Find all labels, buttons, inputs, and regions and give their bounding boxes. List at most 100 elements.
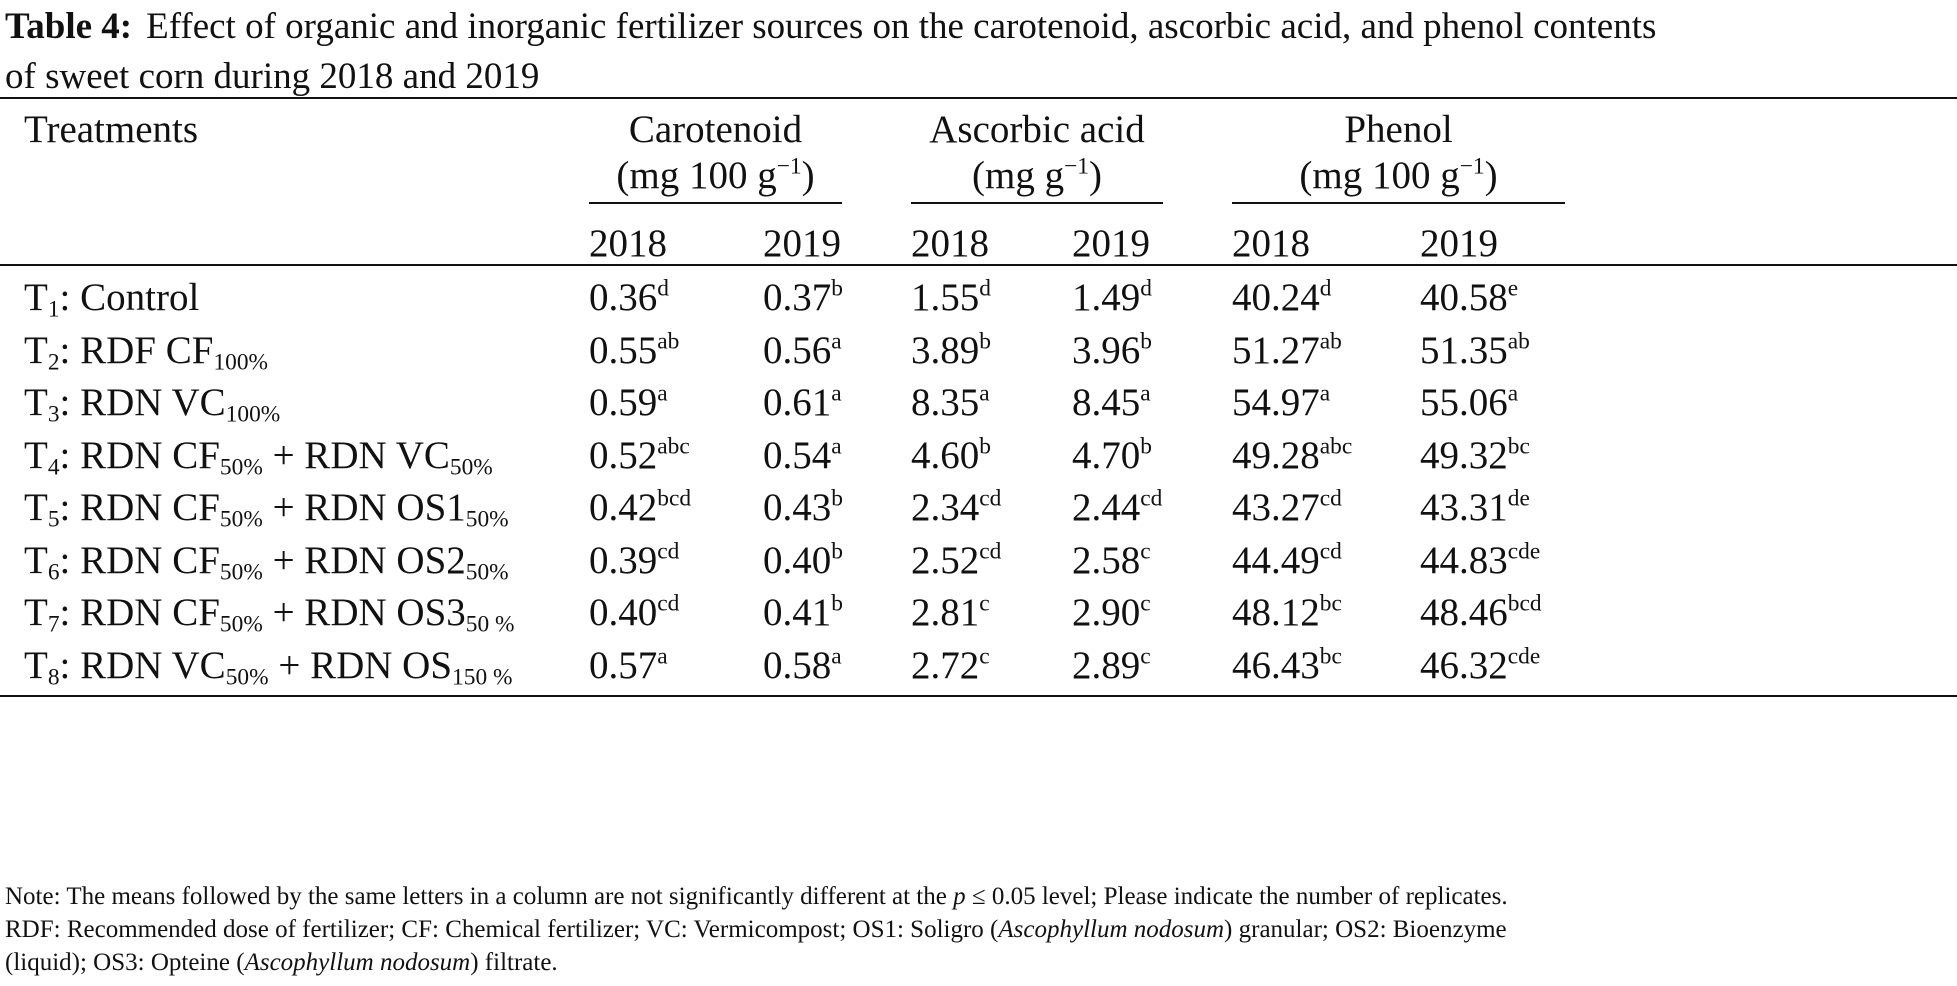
cell-value: 0.57: [589, 643, 658, 687]
year-header: 2019: [1072, 222, 1150, 265]
treatment-part: + RDN OS: [268, 643, 453, 687]
cell-value: 54.97: [1232, 381, 1320, 424]
header-rule: [0, 264, 1957, 266]
year-header: 2018: [589, 222, 667, 265]
cell-value: 1.55: [911, 276, 980, 319]
cell-value: 3.96: [1072, 328, 1141, 372]
treatment-label: T5: RDN CF50% + RDN OS150%: [24, 485, 509, 531]
treatment-rate: 150 %: [452, 664, 513, 691]
carotenoid-unit: (mg 100 g−1): [616, 153, 815, 197]
table-cell: 0.58a: [763, 643, 842, 689]
cell-value: 46.43: [1232, 643, 1320, 687]
carotenoid-name: Carotenoid: [628, 108, 803, 151]
table-cell: 48.46bcd: [1420, 590, 1542, 636]
caption-label: Table 4:: [5, 6, 133, 47]
table-cell: 3.89b: [911, 328, 991, 374]
treatment-letter: T: [24, 433, 48, 477]
treatment-colon: :: [59, 538, 81, 582]
cell-value: 40.58: [1420, 276, 1508, 319]
table-cell: 51.27ab: [1232, 328, 1342, 374]
treatment-part: + RDN OS2: [262, 538, 466, 582]
treatment-colon: :: [59, 643, 81, 687]
treatment-part: RDN CF: [80, 433, 220, 477]
cell-value: 44.49: [1232, 538, 1320, 582]
year-header: 2019: [1420, 222, 1498, 265]
cell-letters: cde: [1507, 643, 1541, 669]
treatment-label: T7: RDN CF50% + RDN OS350 %: [24, 590, 515, 636]
cell-value: 0.37: [763, 276, 832, 319]
cell-value: 0.40: [763, 538, 832, 582]
table-cell: 0.55ab: [589, 328, 679, 374]
treatment-rate: 50%: [219, 454, 263, 481]
treatment-part: RDN CF: [80, 538, 220, 582]
cell-letters: cde: [1507, 538, 1541, 564]
cell-letters: a: [1140, 380, 1151, 407]
cell-letters: bcd: [657, 485, 692, 512]
table-cell: 0.56a: [763, 328, 842, 374]
treatment-letter: T: [24, 486, 48, 529]
cell-value: 49.28: [1232, 433, 1320, 477]
table-cell: 8.35a: [911, 380, 990, 426]
treatment-part: + RDN VC: [262, 433, 450, 477]
treatment-part: RDN VC: [80, 643, 226, 687]
cell-value: 48.12: [1232, 591, 1320, 634]
cell-value: 3.89: [911, 328, 980, 372]
treatment-label: T8: RDN VC50% + RDN OS150 %: [24, 643, 512, 689]
cell-letters: d: [657, 275, 669, 302]
table-cell: 0.57a: [589, 643, 668, 689]
cell-value: 51.27: [1232, 328, 1320, 372]
table-note: Note: The means followed by the same let…: [5, 880, 1955, 979]
table-cell: 4.70b: [1072, 433, 1152, 479]
cell-letters: d: [1319, 275, 1332, 302]
cell-letters: bc: [1319, 590, 1342, 617]
table-cell: 2.44cd: [1072, 485, 1162, 531]
cell-letters: cd: [657, 538, 680, 564]
cell-letters: a: [657, 643, 668, 669]
cell-letters: b: [1140, 433, 1152, 459]
ascorbic-name: Ascorbic acid: [929, 108, 1145, 151]
cell-letters: cd: [979, 485, 1002, 512]
cell-letters: b: [979, 433, 991, 459]
table-cell: 46.32cde: [1420, 643, 1540, 689]
cell-letters: c: [979, 590, 990, 617]
treatment-rate: 50%: [449, 454, 493, 481]
treatment-letter: T: [24, 328, 48, 372]
year-header: 2019: [763, 222, 841, 265]
table-cell: 2.58c: [1072, 538, 1151, 584]
cell-letters: cd: [657, 590, 680, 617]
cell-letters: bc: [1319, 643, 1342, 669]
cell-value: 48.46: [1420, 591, 1508, 634]
treatment-colon: : Control: [59, 276, 200, 319]
cell-letters: bc: [1507, 433, 1530, 459]
cell-letters: cd: [1140, 485, 1163, 512]
cell-letters: b: [831, 590, 843, 617]
cell-value: 0.59: [589, 381, 658, 424]
cell-letters: a: [1319, 380, 1331, 407]
cell-letters: bcd: [1507, 590, 1542, 617]
cell-value: 2.58: [1072, 538, 1141, 582]
phenol-unit: (mg 100 g−1): [1299, 153, 1498, 197]
treatment-letter: T: [24, 276, 48, 319]
table-cell: 2.90c: [1072, 590, 1151, 636]
caption-line-1: Table 4: Effect of organic and inorganic …: [5, 2, 1950, 52]
table-cell: 44.83cde: [1420, 538, 1540, 584]
cell-value: 8.45: [1072, 381, 1141, 424]
cell-value: 0.40: [589, 591, 658, 634]
note-line-3: (liquid); OS3: Opteine (Ascophyllum nodo…: [5, 949, 558, 976]
table-cell: 48.12bc: [1232, 590, 1342, 636]
cell-value: 1.49: [1072, 276, 1141, 319]
treatment-letter: T: [24, 591, 48, 634]
cell-letters: b: [831, 275, 843, 302]
table-cell: 43.27cd: [1232, 485, 1342, 531]
cell-letters: b: [831, 538, 843, 564]
cell-letters: a: [1507, 380, 1519, 407]
cell-value: 43.31: [1420, 486, 1508, 529]
treatment-rate: 100%: [225, 401, 281, 428]
cell-letters: b: [979, 328, 991, 354]
cell-value: 4.60: [911, 433, 980, 477]
bottom-rule: [0, 695, 1957, 697]
cell-letters: c: [1140, 538, 1151, 564]
treatment-letter: T: [24, 538, 48, 582]
cell-value: 0.41: [763, 591, 832, 634]
table-cell: 44.49cd: [1232, 538, 1342, 584]
